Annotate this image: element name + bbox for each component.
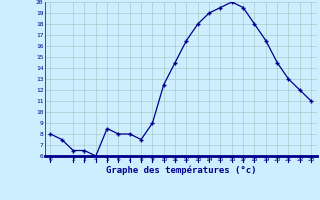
X-axis label: Graphe des températures (°c): Graphe des températures (°c)	[106, 165, 256, 175]
